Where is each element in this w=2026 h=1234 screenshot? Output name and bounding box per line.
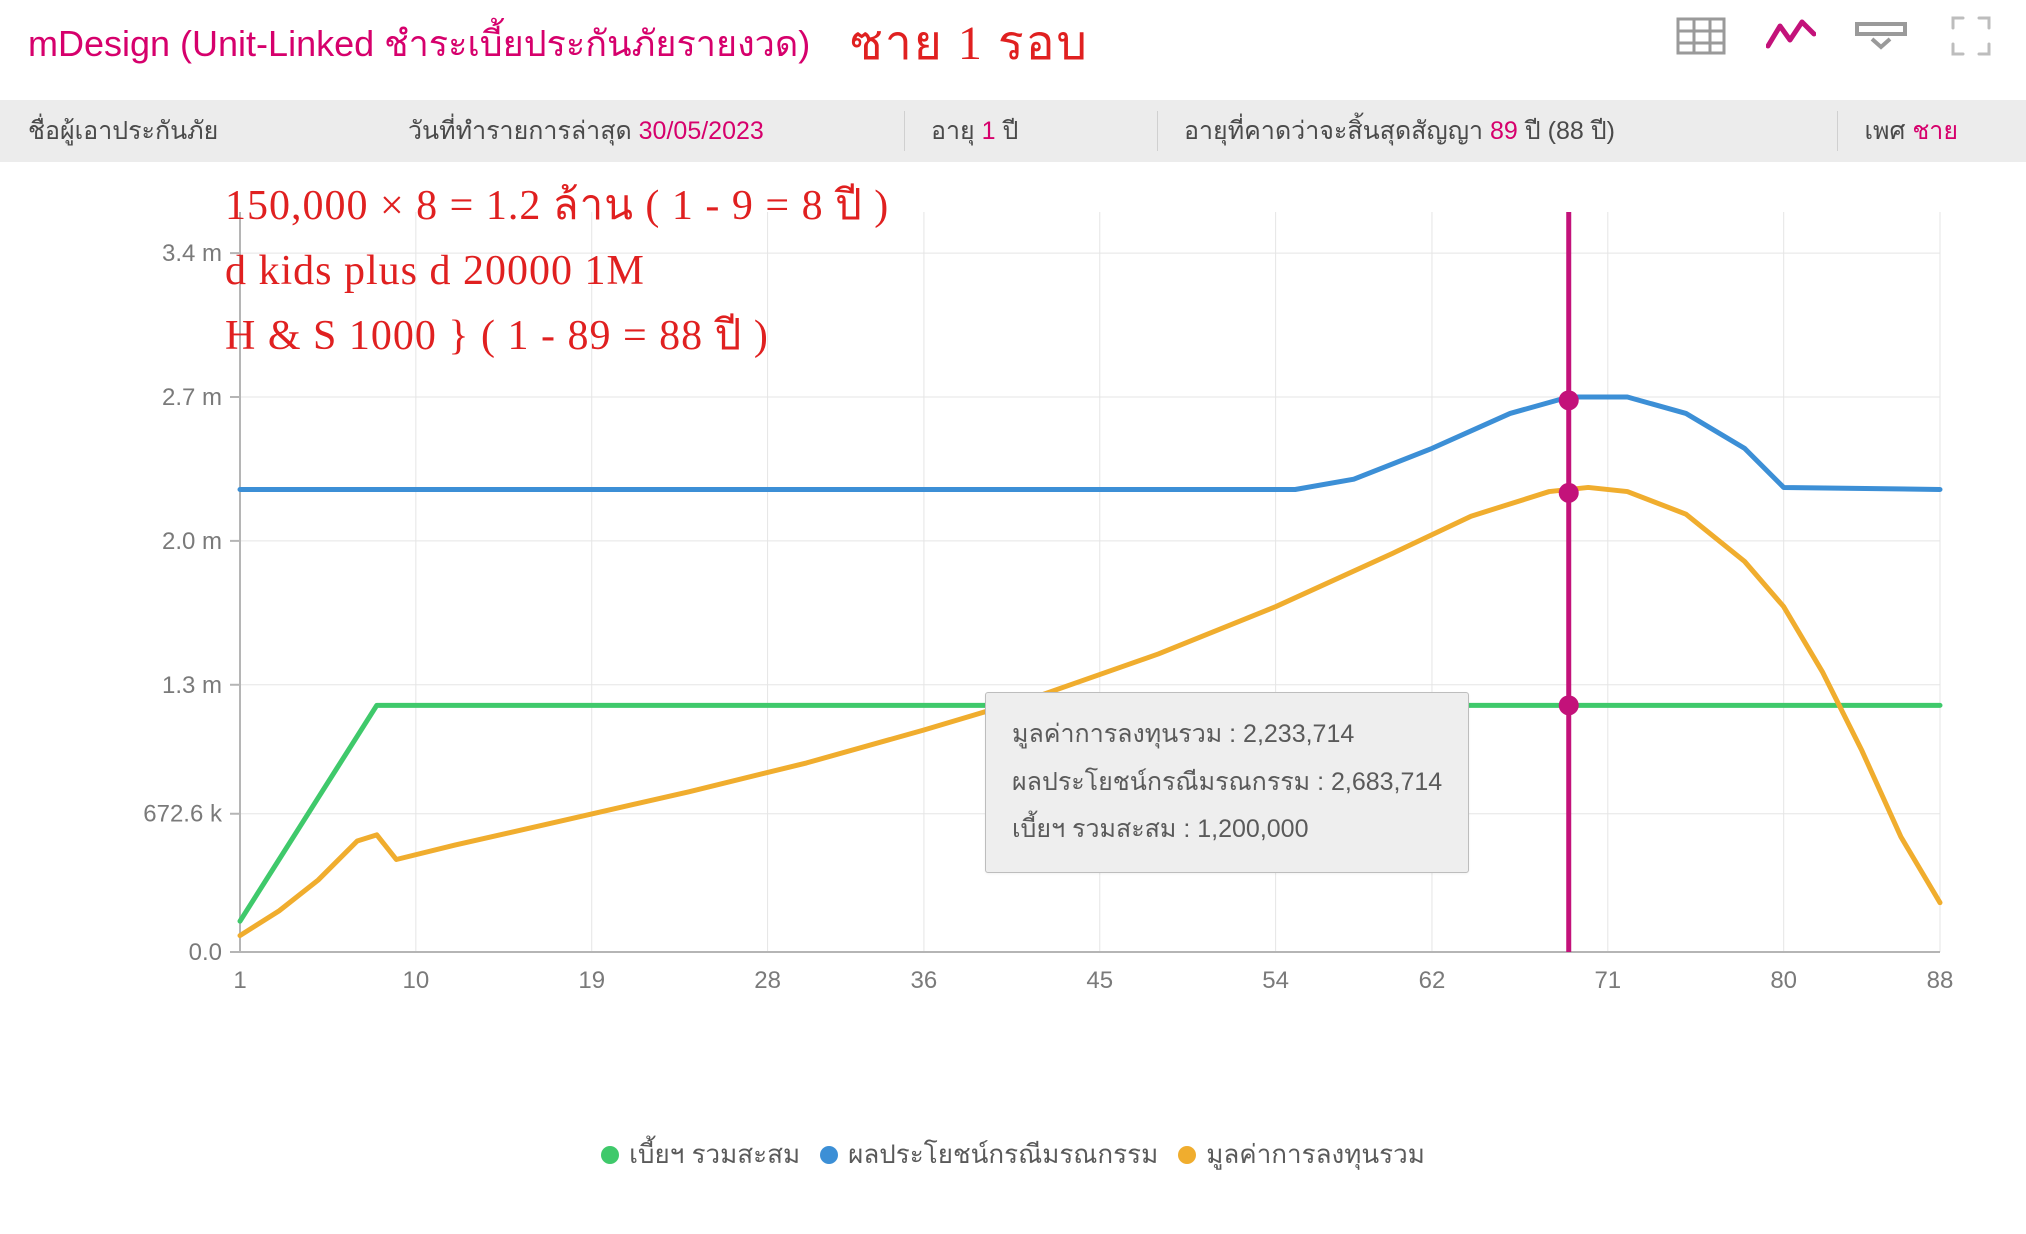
endage-paren: (88 ปี) — [1548, 117, 1615, 145]
hover-marker-dot — [1559, 483, 1579, 503]
insured-name-label: ชื่อผู้เอาประกันภัย — [28, 111, 408, 151]
hover-marker-dot — [1559, 695, 1579, 715]
svg-text:10: 10 — [403, 967, 430, 994]
age-label: อายุ — [931, 117, 975, 145]
hover-marker-dot — [1559, 390, 1579, 410]
svg-text:62: 62 — [1419, 967, 1446, 994]
age-value: 1 — [982, 117, 996, 145]
legend-item[interactable]: มูลค่าการลงทุนรวม — [1178, 1134, 1425, 1175]
legend-item[interactable]: ผลประโยชน์กรณีมรณกรรม — [820, 1134, 1158, 1175]
svg-text:71: 71 — [1594, 967, 1621, 994]
chart-container: 0.0 672.6 k 1.3 m 2.0 m 2.7 m 3.4 m 1 10 19 28 36 4… — [0, 162, 2026, 1175]
svg-text:45: 45 — [1086, 967, 1113, 994]
endage-unit: ปี — [1525, 117, 1541, 145]
legend-swatch-icon — [820, 1146, 838, 1164]
view-switcher — [1674, 14, 1998, 58]
endage-label: อายุที่คาดว่าจะสิ้นสุดสัญญา — [1184, 117, 1483, 145]
svg-text:28: 28 — [754, 967, 781, 994]
expand-icon[interactable] — [1944, 14, 1998, 58]
svg-text:1: 1 — [233, 967, 246, 994]
svg-text:80: 80 — [1770, 967, 1797, 994]
legend-label: ผลประโยชน์กรณีมรณกรรม — [848, 1134, 1158, 1175]
gender: เพศ ชาย — [1864, 111, 1998, 151]
age: อายุ 1 ปี — [931, 111, 1131, 151]
svg-text:54: 54 — [1262, 967, 1289, 994]
svg-text:2.7 m: 2.7 m — [162, 384, 222, 411]
header: mDesign (Unit-Linked ชำระเบี้ยประกันภัยร… — [0, 0, 2026, 100]
svg-text:1.3 m: 1.3 m — [162, 672, 222, 699]
gender-value: ชาย — [1912, 117, 1958, 145]
tooltip-row: เบี้ยฯ รวมสะสม : 1,200,000 — [1012, 806, 1442, 854]
svg-text:36: 36 — [911, 967, 938, 994]
page-title: mDesign (Unit-Linked ชำระเบี้ยประกันภัยร… — [28, 15, 810, 72]
divider — [1157, 111, 1158, 151]
chevron-down-icon[interactable] — [1854, 14, 1908, 58]
tooltip-row: ผลประโยชน์กรณีมรณกรรม : 2,683,714 — [1012, 759, 1442, 807]
gender-label: เพศ — [1864, 117, 1905, 145]
legend-label: มูลค่าการลงทุนรวม — [1206, 1134, 1425, 1175]
legend-swatch-icon — [1178, 1146, 1196, 1164]
chart-tooltip: มูลค่าการลงทุนรวม : 2,233,714ผลประโยชน์ก… — [985, 692, 1469, 873]
series-blue — [240, 397, 1940, 490]
divider — [1837, 111, 1838, 151]
date-value: 30/05/2023 — [639, 117, 764, 145]
svg-text:88: 88 — [1927, 967, 1954, 994]
chart-icon[interactable] — [1764, 14, 1818, 58]
legend-item[interactable]: เบี้ยฯ รวมสะสม — [601, 1134, 800, 1175]
transaction-date: วันที่ทำรายการล่าสุด 30/05/2023 — [408, 111, 878, 151]
endage-value: 89 — [1490, 117, 1518, 145]
chart-legend: เบี้ยฯ รวมสะสม ผลประโยชน์กรณีมรณกรรม มูลค่… — [40, 1134, 1986, 1175]
legend-swatch-icon — [601, 1146, 619, 1164]
projection-chart[interactable]: 0.0 672.6 k 1.3 m 2.0 m 2.7 m 3.4 m 1 10 19 28 36 4… — [40, 182, 1986, 1122]
svg-text:19: 19 — [578, 967, 605, 994]
svg-text:0.0: 0.0 — [189, 939, 222, 966]
date-label: วันที่ทำรายการล่าสุด — [408, 117, 632, 145]
tooltip-row: มูลค่าการลงทุนรวม : 2,233,714 — [1012, 711, 1442, 759]
handwritten-title-annotation: ซาย 1 รอบ — [850, 5, 1089, 81]
svg-text:3.4 m: 3.4 m — [162, 240, 222, 267]
info-strip: ชื่อผู้เอาประกันภัย วันที่ทำรายการล่าสุด… — [0, 100, 2026, 162]
end-age: อายุที่คาดว่าจะสิ้นสุดสัญญา 89 ปี (88 ปี… — [1184, 111, 1811, 151]
svg-text:672.6 k: 672.6 k — [143, 801, 223, 828]
age-unit: ปี — [1003, 117, 1019, 145]
svg-text:2.0 m: 2.0 m — [162, 528, 222, 555]
legend-label: เบี้ยฯ รวมสะสม — [629, 1134, 800, 1175]
table-icon[interactable] — [1674, 14, 1728, 58]
divider — [904, 111, 905, 151]
